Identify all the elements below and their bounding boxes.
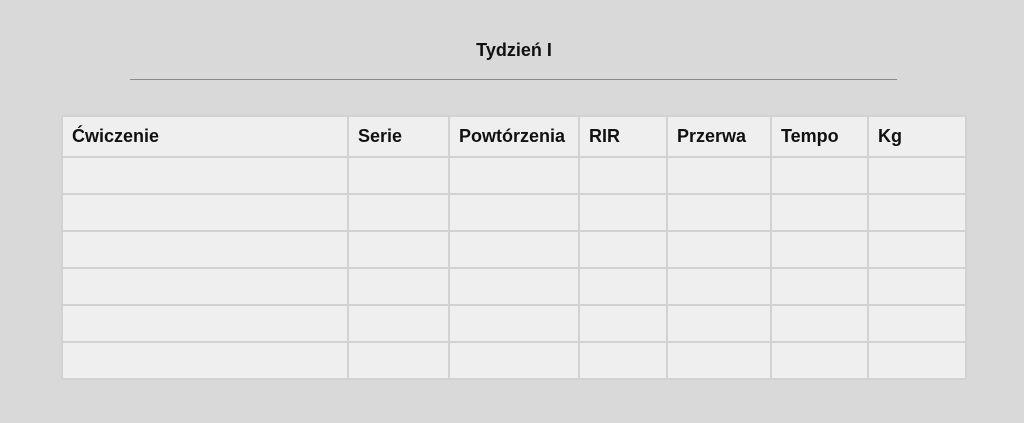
table-cell[interactable] bbox=[448, 156, 580, 195]
page-title: Tydzień I bbox=[476, 40, 552, 60]
table-cell[interactable] bbox=[666, 230, 772, 269]
header-rir: RIR bbox=[578, 115, 668, 158]
table-cell[interactable] bbox=[448, 230, 580, 269]
table-cell[interactable] bbox=[867, 156, 967, 195]
table-cell[interactable] bbox=[61, 304, 349, 343]
table-cell[interactable] bbox=[578, 267, 668, 306]
table-cell[interactable] bbox=[770, 156, 869, 195]
table-cell[interactable] bbox=[61, 230, 349, 269]
title-divider bbox=[130, 79, 897, 80]
table-cell[interactable] bbox=[770, 341, 869, 380]
table-cell[interactable] bbox=[347, 341, 450, 380]
table-cell[interactable] bbox=[867, 304, 967, 343]
table-cell[interactable] bbox=[347, 156, 450, 195]
table-cell[interactable] bbox=[61, 267, 349, 306]
header-exercise: Ćwiczenie bbox=[61, 115, 349, 158]
header-row: Ćwiczenie Serie Powtórzenia RIR Przerwa … bbox=[61, 115, 967, 158]
table-cell[interactable] bbox=[347, 193, 450, 232]
table-cell[interactable] bbox=[867, 267, 967, 306]
header-tempo: Tempo bbox=[770, 115, 869, 158]
table-cell[interactable] bbox=[666, 304, 772, 343]
table-cell[interactable] bbox=[770, 304, 869, 343]
table-cell[interactable] bbox=[448, 341, 580, 380]
table-cell[interactable] bbox=[867, 193, 967, 232]
table-cell[interactable] bbox=[448, 193, 580, 232]
header-rest: Przerwa bbox=[666, 115, 772, 158]
table-cell[interactable] bbox=[61, 156, 349, 195]
table-row bbox=[61, 304, 967, 343]
table-cell[interactable] bbox=[867, 230, 967, 269]
workout-table: Ćwiczenie Serie Powtórzenia RIR Przerwa … bbox=[61, 115, 967, 380]
table-cell[interactable] bbox=[666, 193, 772, 232]
table-cell[interactable] bbox=[578, 193, 668, 232]
table-row bbox=[61, 193, 967, 232]
table-cell[interactable] bbox=[867, 341, 967, 380]
table-cell[interactable] bbox=[448, 267, 580, 306]
table-row bbox=[61, 156, 967, 195]
table-row bbox=[61, 341, 967, 380]
header-kg: Kg bbox=[867, 115, 967, 158]
table-cell[interactable] bbox=[347, 267, 450, 306]
header-reps: Powtórzenia bbox=[448, 115, 580, 158]
table-cell[interactable] bbox=[61, 193, 349, 232]
table-cell[interactable] bbox=[578, 304, 668, 343]
table-cell[interactable] bbox=[347, 304, 450, 343]
table-cell[interactable] bbox=[578, 156, 668, 195]
table-cell[interactable] bbox=[666, 267, 772, 306]
table-cell[interactable] bbox=[578, 341, 668, 380]
table-cell[interactable] bbox=[770, 193, 869, 232]
table-cell[interactable] bbox=[666, 156, 772, 195]
table-cell[interactable] bbox=[770, 267, 869, 306]
table-cell[interactable] bbox=[61, 341, 349, 380]
table-cell[interactable] bbox=[770, 230, 869, 269]
table-cell[interactable] bbox=[448, 304, 580, 343]
table-row bbox=[61, 267, 967, 306]
table-row bbox=[61, 230, 967, 269]
table-cell[interactable] bbox=[666, 341, 772, 380]
table-cell[interactable] bbox=[347, 230, 450, 269]
header-sets: Serie bbox=[347, 115, 450, 158]
table-cell[interactable] bbox=[578, 230, 668, 269]
